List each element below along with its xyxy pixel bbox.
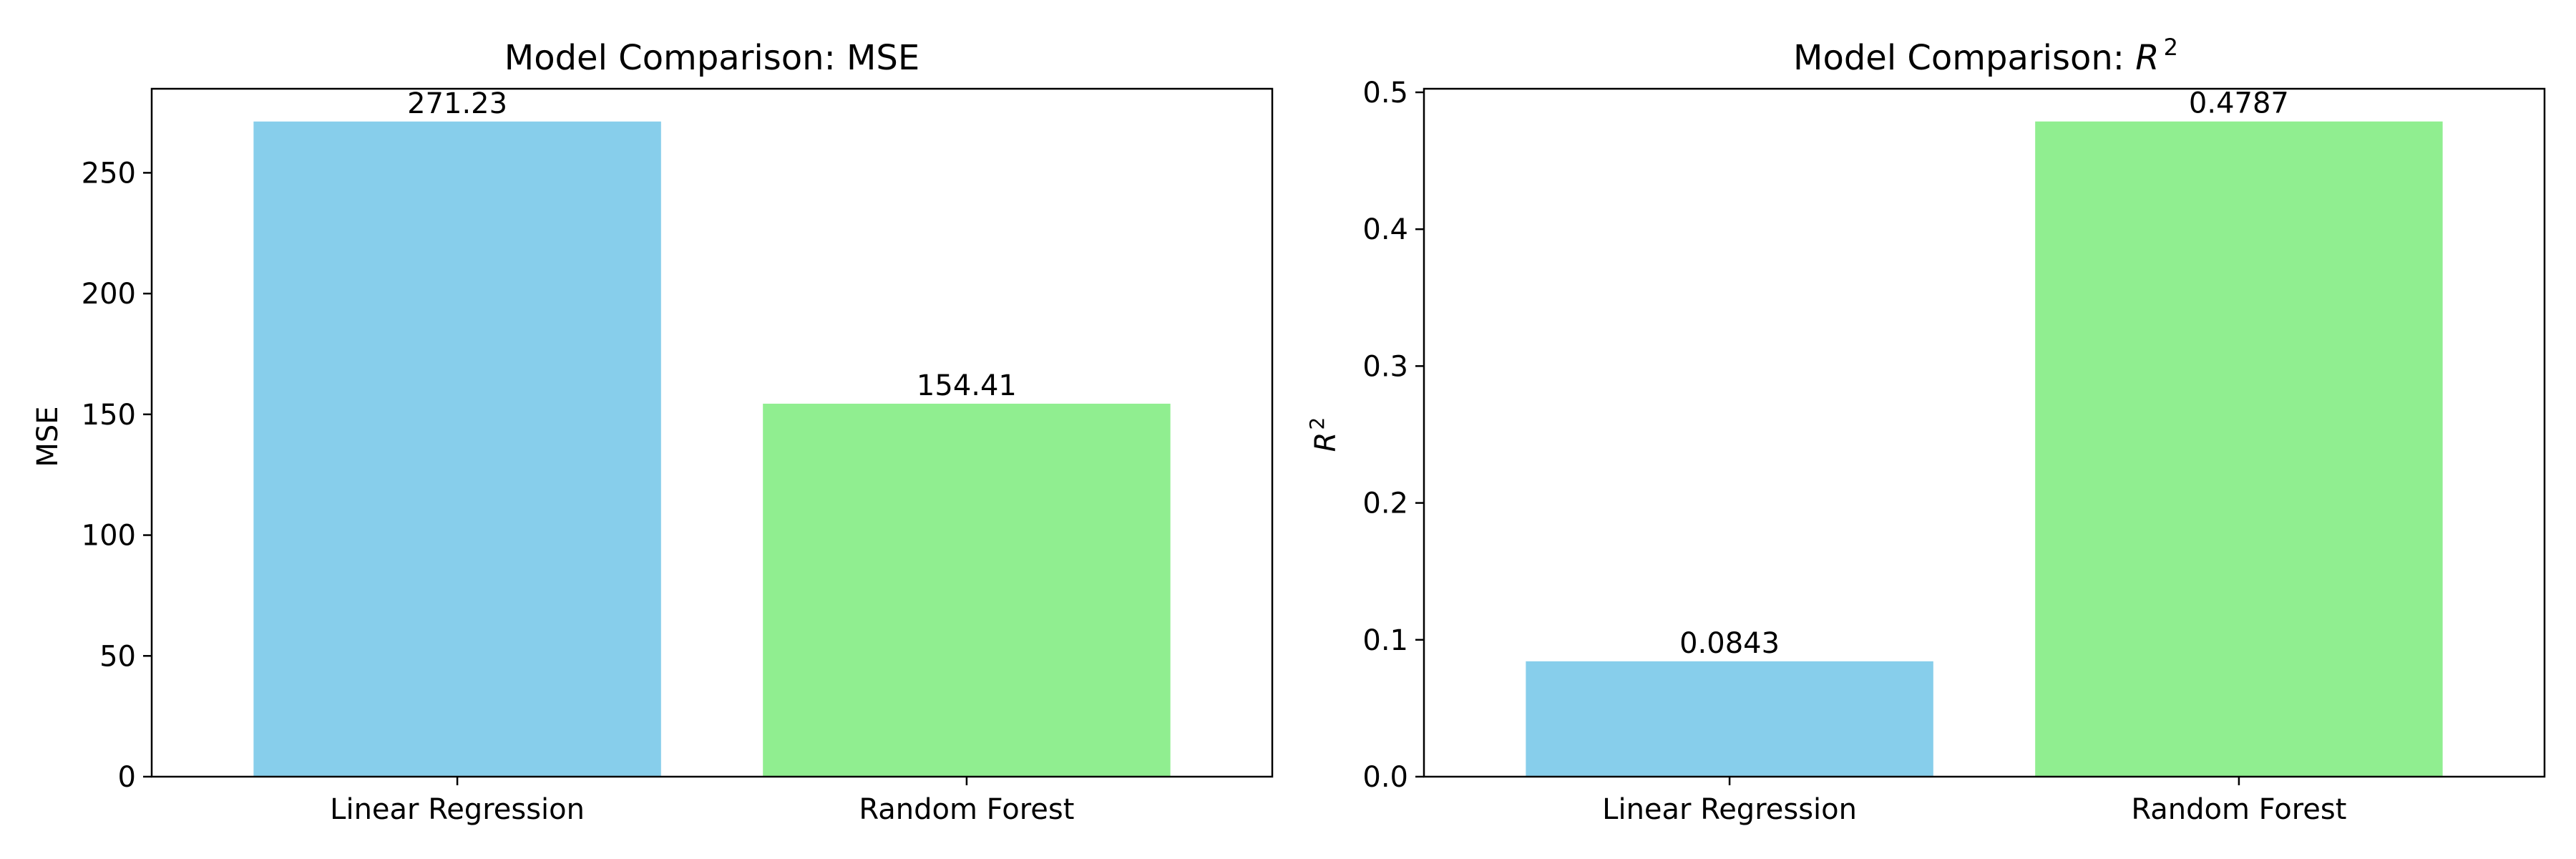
r2-plot-frame <box>1423 87 2546 778</box>
r2-y-axis-label-math: R <box>1309 432 1342 452</box>
mse-chart-title: Model Comparison: MSE <box>504 38 919 78</box>
mse-y-tick-label-2: 100 <box>82 520 136 553</box>
r2-bar-1 <box>2035 121 2443 777</box>
mse-bars <box>253 121 1171 777</box>
mse-y-tick-label-5: 250 <box>82 157 136 190</box>
r2-y-tick-label-0: 0.0 <box>1362 761 1408 794</box>
r2-chart-title-superscript: 2 <box>2164 34 2178 61</box>
r2-y-axis-label-superscript: 2 <box>1305 417 1329 430</box>
mse-value-labels: 271.23 154.41 <box>407 87 1017 402</box>
r2-y-tick-label-5: 0.5 <box>1362 77 1408 110</box>
mse-y-axis-label: MSE <box>31 406 64 467</box>
mse-value-label-0: 271.23 <box>407 87 507 120</box>
mse-y-tick-label-0: 0 <box>118 761 136 794</box>
mse-x-ticks: Linear Regression Random Forest <box>330 777 1074 826</box>
mse-y-tick-label-4: 200 <box>82 278 136 311</box>
mse-x-tick-label-0: Linear Regression <box>330 793 585 826</box>
r2-x-tick-label-1: Random Forest <box>2131 793 2346 826</box>
mse-value-label-1: 154.41 <box>917 369 1017 402</box>
r2-x-ticks: Linear Regression Random Forest <box>1602 777 2346 826</box>
mse-chart: Model Comparison: MSE MSE 271.23 154.41 0… <box>31 38 1274 826</box>
r2-bars <box>1526 121 2443 777</box>
mse-y-tick-label-3: 150 <box>82 399 136 432</box>
mse-plot-frame <box>150 87 1274 778</box>
r2-x-tick-label-0: Linear Regression <box>1602 793 1857 826</box>
r2-y-tick-label-1: 0.1 <box>1362 624 1408 657</box>
r2-y-ticks: 0.0 0.1 0.2 0.3 0.4 0.5 <box>1362 77 1424 794</box>
mse-y-ticks: 0 50 100 150 200 250 <box>82 157 152 794</box>
r2-bar-0 <box>1526 661 1933 777</box>
mse-x-tick-label-1: Random Forest <box>859 793 1074 826</box>
r2-y-axis-label: R2 <box>1305 417 1342 452</box>
r2-chart-title-text: Model Comparison: <box>1793 38 2135 78</box>
r2-value-label-0: 0.0843 <box>1679 627 1780 660</box>
r2-y-tick-label-3: 0.3 <box>1362 350 1408 383</box>
r2-y-tick-label-4: 0.4 <box>1362 213 1408 246</box>
r2-chart-title-math: R <box>2135 38 2159 78</box>
r2-y-tick-label-2: 0.2 <box>1362 487 1408 520</box>
mse-bar-0 <box>253 121 661 777</box>
r2-value-label-1: 0.4787 <box>2189 87 2289 120</box>
mse-bar-1 <box>763 403 1171 777</box>
r2-value-labels: 0.0843 0.4787 <box>1679 87 2289 660</box>
mse-y-tick-label-1: 50 <box>99 640 136 673</box>
